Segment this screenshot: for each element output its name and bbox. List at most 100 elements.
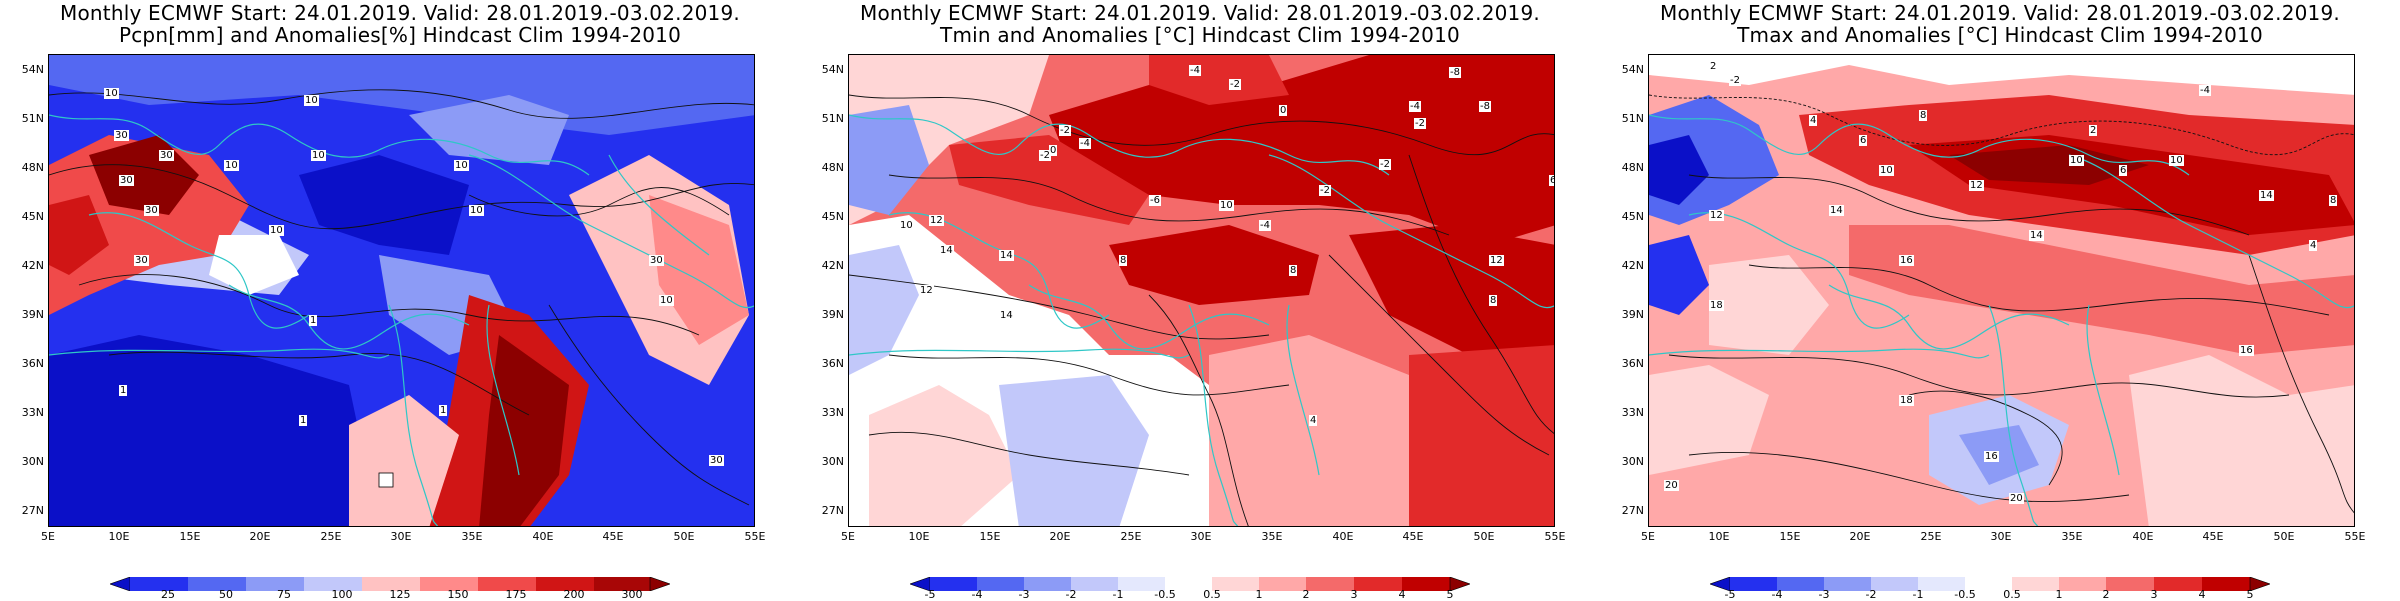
lat-tick-label: 45N bbox=[821, 210, 844, 223]
contour-label: 10 bbox=[224, 160, 239, 171]
colorbar-tick-label: -1 bbox=[1112, 588, 1124, 601]
colorbar-tick-label: 125 bbox=[389, 588, 411, 601]
lon-tick-label: 30E bbox=[1990, 530, 2012, 543]
lon-tick-label: 50E bbox=[2273, 530, 2295, 543]
lat-tick-label: 51N bbox=[1621, 112, 1644, 125]
contour-label: 8 bbox=[1919, 110, 1928, 121]
colorbar-tick-label: 4 bbox=[2198, 588, 2206, 601]
contour-label: 12 bbox=[1709, 210, 1724, 221]
lat-tick-label: 51N bbox=[21, 112, 44, 125]
lat-tick-label: 30N bbox=[1621, 455, 1644, 468]
lat-tick-label: 39N bbox=[21, 308, 44, 321]
lat-tick-label: 39N bbox=[821, 308, 844, 321]
contour-label: -4 bbox=[2199, 85, 2211, 96]
lat-tick-label: 36N bbox=[821, 357, 844, 370]
lon-tick-label: 5E bbox=[1641, 530, 1655, 543]
lat-tick-label: 27N bbox=[1621, 504, 1644, 517]
lon-tick-label: 25E bbox=[1920, 530, 1942, 543]
lon-tick-label: 45E bbox=[1402, 530, 1424, 543]
precipitation-field bbox=[49, 55, 754, 526]
contour-label: 10 bbox=[469, 205, 484, 216]
panel-title-line1: Monthly ECMWF Start: 24.01.2019. Valid: … bbox=[1660, 1, 2340, 25]
lat-tick-label: 33N bbox=[821, 406, 844, 419]
colorbar-tick-label: 3 bbox=[2150, 588, 2158, 601]
contour-label: 14 bbox=[999, 250, 1014, 261]
contour-label: 4 bbox=[1309, 415, 1318, 426]
lon-tick-label: 15E bbox=[1779, 530, 1801, 543]
colorbar-tick-label: 0.5 bbox=[1203, 588, 1221, 601]
panel-precipitation: Monthly ECMWF Start: 24.01.2019. Valid: … bbox=[0, 0, 800, 601]
colorbar-tick-label: -2 bbox=[1865, 588, 1877, 601]
contour-label: -2 bbox=[1319, 185, 1331, 196]
colorbar-tick-label: 200 bbox=[563, 588, 585, 601]
lat-tick-label: 42N bbox=[821, 259, 844, 272]
colorbar-tick-label: -3 bbox=[1818, 588, 1830, 601]
contour-label: 10 bbox=[659, 295, 674, 306]
lon-tick-label: 10E bbox=[108, 530, 130, 543]
contour-label: 1 bbox=[119, 385, 128, 396]
lon-tick-label: 55E bbox=[2344, 530, 2366, 543]
contour-label: 10 bbox=[2169, 155, 2184, 166]
colorbar-tick-label: 100 bbox=[331, 588, 353, 601]
contour-label: 10 bbox=[1219, 200, 1234, 211]
contour-label: 30 bbox=[709, 455, 724, 466]
contour-label: 12 bbox=[1489, 255, 1504, 266]
contour-label: -2 bbox=[1229, 79, 1241, 90]
contour-label: 4 bbox=[1809, 115, 1818, 126]
contour-label: -6 bbox=[1149, 195, 1161, 206]
lon-tick-label: 5E bbox=[841, 530, 855, 543]
colorbar-tick-label: 300 bbox=[621, 588, 643, 601]
colorbar-tick-label: -0.5 bbox=[1954, 588, 1976, 601]
colorbar-tick-label: 25 bbox=[161, 588, 175, 601]
contour-label: 20 bbox=[1664, 480, 1679, 491]
contour-label: 16 bbox=[2239, 345, 2254, 356]
colorbar-tick-label: -3 bbox=[1018, 588, 1030, 601]
panel-tmin: Monthly ECMWF Start: 24.01.2019. Valid: … bbox=[800, 0, 1600, 601]
contour-label: 30 bbox=[144, 205, 159, 216]
contour-label: 4 bbox=[2309, 240, 2318, 251]
lon-tick-label: 5E bbox=[41, 530, 55, 543]
lon-tick-label: 30E bbox=[390, 530, 412, 543]
lon-tick-label: 40E bbox=[532, 530, 554, 543]
lon-tick-label: 10E bbox=[1708, 530, 1730, 543]
contour-label: 30 bbox=[134, 255, 149, 266]
colorbar-tick-label: -4 bbox=[1771, 588, 1783, 601]
contour-label: 10 bbox=[1879, 165, 1894, 176]
colorbar-tick-label: -0.5 bbox=[1154, 588, 1176, 601]
lon-tick-label: 20E bbox=[1849, 530, 1871, 543]
lon-tick-label: 40E bbox=[2132, 530, 2154, 543]
panel-title-line2: Tmax and Anomalies [°C] Hindcast Clim 19… bbox=[1737, 23, 2263, 47]
contour-label: -8 bbox=[1449, 67, 1461, 78]
contour-label: 10 bbox=[104, 88, 119, 99]
colorbar-tick-label: -2 bbox=[1065, 588, 1077, 601]
lat-tick-label: 33N bbox=[21, 406, 44, 419]
lon-tick-label: 50E bbox=[673, 530, 695, 543]
colorbar-tick-label: 1 bbox=[2055, 588, 2063, 601]
panel-title-line1: Monthly ECMWF Start: 24.01.2019. Valid: … bbox=[860, 1, 1540, 25]
lat-tick-label: 48N bbox=[1621, 161, 1644, 174]
colorbar-tick-label: 4 bbox=[1398, 588, 1406, 601]
colorbar-tick-label: -5 bbox=[1724, 588, 1736, 601]
tmin-map: -4 -8 -2 -2 0 -4 -2 -8 -2 -2 -4 0 12 14 … bbox=[848, 54, 1555, 527]
colorbar-tick-label: 5 bbox=[2246, 588, 2254, 601]
lon-tick-label: 35E bbox=[1261, 530, 1283, 543]
lat-tick-label: 54N bbox=[821, 63, 844, 76]
colorbar-tick-label: 5 bbox=[1446, 588, 1454, 601]
contour-label: 30 bbox=[119, 175, 134, 186]
colorbar bbox=[910, 577, 1470, 591]
lat-tick-label: 54N bbox=[1621, 63, 1644, 76]
contour-label: 8 bbox=[1289, 265, 1298, 276]
lat-tick-label: 54N bbox=[21, 63, 44, 76]
contour-label: 14 bbox=[999, 310, 1014, 321]
contour-label: 1 bbox=[309, 315, 318, 326]
lon-tick-label: 35E bbox=[461, 530, 483, 543]
contour-label: 12 bbox=[919, 285, 934, 296]
tmax-field bbox=[1649, 55, 2354, 526]
contour-label: 18 bbox=[1709, 300, 1724, 311]
contour-label: 2 bbox=[1709, 61, 1718, 72]
colorbar bbox=[1710, 577, 2270, 591]
lon-tick-label: 25E bbox=[320, 530, 342, 543]
colorbar-tick-label: -1 bbox=[1912, 588, 1924, 601]
colorbar-tick-label: -4 bbox=[971, 588, 983, 601]
colorbar-tick-label: 2 bbox=[1302, 588, 1310, 601]
